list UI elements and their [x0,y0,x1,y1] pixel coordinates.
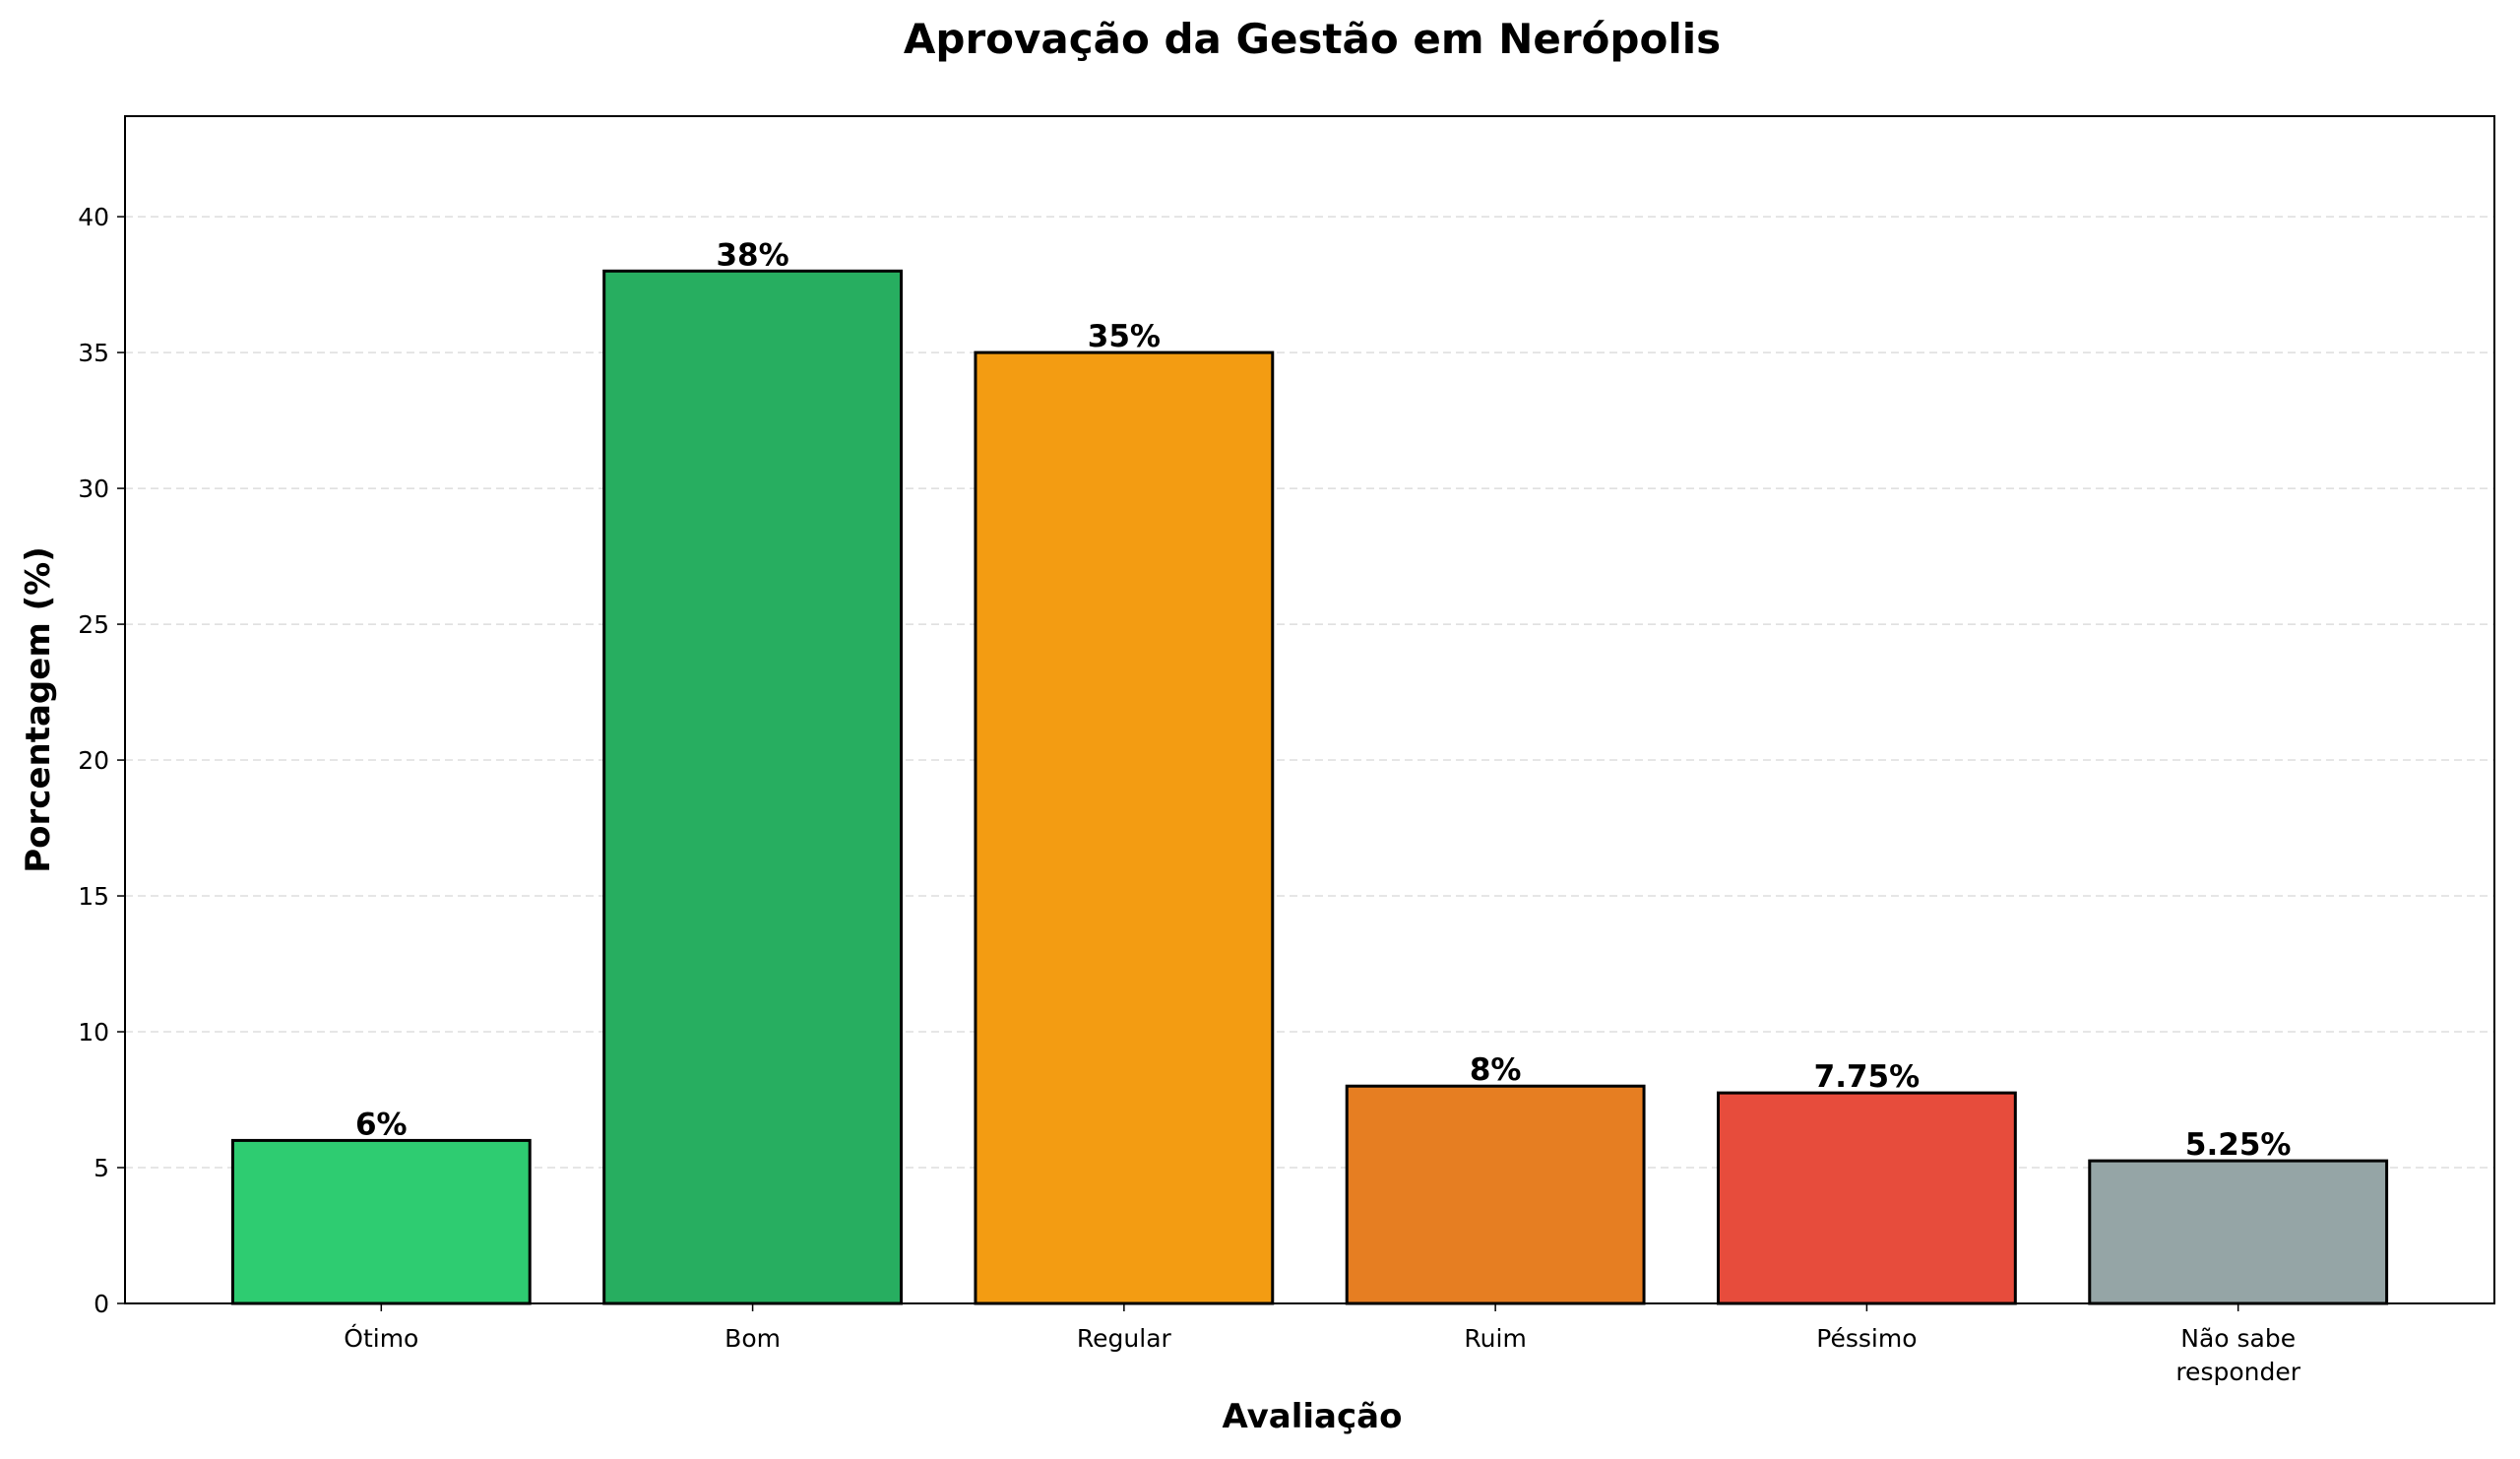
x-tick-label-line: Regular [1077,1324,1172,1353]
x-axis-label: Avaliação [1223,1397,1403,1436]
y-tick-label: 35 [78,339,109,367]
data-labels: 6% 38% 35% 8% 7.75% 5.25% [355,237,2291,1163]
y-tick-label: 0 [94,1290,109,1318]
x-tick-label: Regular [1077,1324,1172,1353]
x-tick-label-line: Péssimo [1816,1324,1917,1353]
x-tick-label-line: Não sabe [2180,1324,2296,1353]
bar [1345,1084,1646,1305]
x-tick-label: Péssimo [1816,1324,1917,1353]
x-tick-label: Não sabe responder [2175,1324,2300,1386]
x-tick-label: Bom [724,1324,781,1353]
y-tick-label: 10 [78,1018,109,1047]
data-label: 35% [1088,319,1161,354]
y-tick-label: 30 [78,475,109,503]
x-tick-label-line: responder [2175,1358,2300,1386]
chart-title: Aprovação da Gestão em Nerópolis [904,15,1721,63]
bar [230,1138,532,1305]
data-label: 8% [1470,1052,1522,1088]
bar [974,350,1275,1305]
bars [230,269,2389,1305]
data-label: 7.75% [1814,1059,1921,1095]
data-label: 6% [355,1107,408,1142]
bar [602,269,903,1305]
bar [1717,1091,2017,1305]
y-axis-label: Porcentagem (%) [19,546,58,872]
x-tick-label: Ótimo [344,1323,418,1353]
y-tick-label: 15 [78,882,109,911]
bar [2088,1159,2389,1305]
data-label: 5.25% [2185,1127,2292,1163]
data-label: 38% [716,237,788,273]
x-tick-label-line: Bom [724,1324,781,1353]
y-tick-label: 40 [78,203,109,231]
y-tick-label: 5 [94,1154,109,1182]
x-tick-label: Ruim [1464,1324,1526,1353]
x-axis-ticks: Ótimo Bom Regular Ruim Péssimo Não sabe respon… [344,1303,2301,1386]
y-tick-label: 20 [78,746,109,775]
plot-frame [124,115,2495,1304]
x-tick-label-line: Ótimo [344,1323,418,1353]
x-tick-label-line: Ruim [1464,1324,1526,1353]
y-tick-label: 25 [78,610,109,639]
y-axis-ticks: 0 5 10 15 20 25 30 35 40 [78,203,125,1318]
